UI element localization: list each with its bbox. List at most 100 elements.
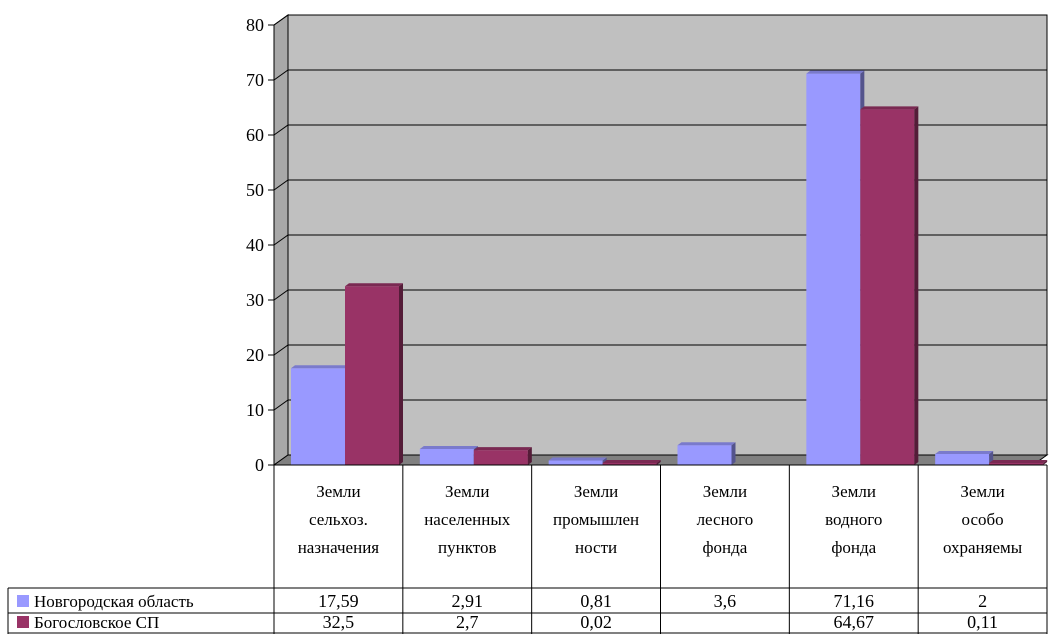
x-category-label-line: Земли — [960, 482, 1004, 501]
bar-top — [806, 70, 865, 74]
bar — [989, 460, 1048, 465]
bar-front — [860, 109, 915, 465]
gridline — [273, 289, 1047, 301]
bar-front — [602, 463, 657, 465]
data-table-value: 0,81 — [580, 591, 612, 611]
x-category-label-line: Земли — [703, 482, 747, 501]
bar — [548, 457, 607, 465]
data-table-value: 2,91 — [452, 591, 484, 611]
bar-top — [419, 445, 478, 449]
x-category-label: Земли населенных пунктов — [424, 482, 511, 557]
x-category-label: Земли промышлен ности — [553, 482, 639, 557]
gridline — [273, 234, 1047, 246]
data-table-value: 3,6 — [714, 591, 737, 611]
bar — [345, 283, 403, 465]
y-tick-label: 40 — [246, 235, 264, 255]
data-table-value: 0,02 — [580, 612, 612, 632]
bar-front — [806, 73, 861, 466]
gridline — [273, 179, 1047, 191]
data-table-value: 71,16 — [834, 591, 875, 611]
bar-side — [731, 442, 736, 465]
bar-top — [860, 106, 919, 110]
bar-top — [989, 460, 1048, 463]
data-table-value: 17,59 — [318, 591, 359, 611]
gridline — [273, 399, 1047, 411]
bar — [806, 70, 865, 466]
y-axis: 0 10 20 30 40 50 60 70 80 — [246, 15, 275, 475]
x-category-label: Земли особо охраняемы — [943, 482, 1023, 557]
x-category-label: Земли сельхоз. назначения — [298, 482, 380, 557]
data-table-value: 32,5 — [323, 612, 355, 632]
gridlines — [273, 14, 1047, 411]
bar — [419, 445, 478, 465]
x-category-label-line: водного — [825, 510, 882, 529]
x-category-label-line: промышлен — [553, 510, 639, 529]
bar-top — [345, 283, 403, 287]
x-category-label-line: ности — [575, 538, 617, 557]
bar-side — [527, 447, 532, 465]
bar-front — [935, 454, 990, 465]
bar-top — [677, 442, 736, 446]
y-tick-label: 70 — [246, 70, 264, 90]
gridline — [273, 124, 1047, 136]
bar-top — [291, 365, 349, 369]
x-category-label-line: Земли — [574, 482, 618, 501]
bar — [473, 447, 532, 465]
bar — [677, 442, 736, 465]
data-table-value: 0,11 — [967, 612, 998, 632]
bar-front — [473, 450, 528, 465]
x-category-label-line: назначения — [298, 538, 380, 557]
y-tick-label: 30 — [246, 290, 264, 310]
bar-side — [399, 283, 403, 465]
bar-side — [1043, 460, 1048, 465]
x-category-label-line: лесного — [697, 510, 754, 529]
bar-top — [935, 451, 994, 454]
bar — [860, 106, 919, 465]
data-table-value: 64,67 — [834, 612, 875, 632]
legend-series-name: Богословское СП — [34, 613, 159, 632]
bar-front — [989, 463, 1044, 465]
gridline — [273, 69, 1047, 81]
gridline — [273, 14, 1047, 26]
x-category-label-line: Земли — [316, 482, 360, 501]
x-category-label-line: фонда — [831, 538, 876, 557]
bars — [291, 70, 1048, 466]
bar-top — [548, 457, 607, 461]
bar-front — [291, 368, 345, 465]
x-category-label-line: населенных — [424, 510, 511, 529]
legend-series-name: Новгородская область — [34, 592, 194, 611]
y-tick-label: 10 — [246, 400, 264, 420]
x-category-label: Земли водного фонда — [825, 482, 882, 557]
bar-front — [677, 445, 732, 465]
y-tick-label: 60 — [246, 125, 264, 145]
x-category-label-line: фонда — [703, 538, 748, 557]
data-table-value: 2 — [978, 591, 987, 611]
bar — [602, 460, 661, 465]
bar — [291, 365, 349, 465]
x-category-label-line: пунктов — [438, 538, 496, 557]
y-tick-label: 0 — [255, 455, 264, 475]
bar-side — [656, 460, 661, 465]
y-tick-label: 20 — [246, 345, 264, 365]
x-category-label-line: сельхоз. — [309, 510, 368, 529]
data-table-value: 2,7 — [456, 612, 479, 632]
bar-front — [345, 286, 399, 465]
bar-top — [602, 460, 661, 463]
data-table: Земли сельхоз. назначения Земли населенных пу… — [7, 464, 1048, 634]
y-tick-label: 80 — [246, 15, 264, 35]
bar-top — [473, 447, 532, 451]
x-category-label-line: охраняемы — [943, 538, 1023, 557]
x-category-label-line: особо — [962, 510, 1004, 529]
bar-side — [914, 106, 919, 465]
bar-front — [548, 460, 603, 465]
bar — [935, 451, 994, 465]
bar-front — [419, 448, 474, 465]
x-category-label-line: Земли — [832, 482, 876, 501]
x-category-label: Земли лесного фонда — [697, 482, 754, 557]
y-tick-label: 50 — [246, 180, 264, 200]
legend-swatch — [17, 616, 29, 628]
x-category-label-line: Земли — [445, 482, 489, 501]
gridline — [273, 344, 1047, 356]
legend-swatch — [17, 595, 29, 607]
